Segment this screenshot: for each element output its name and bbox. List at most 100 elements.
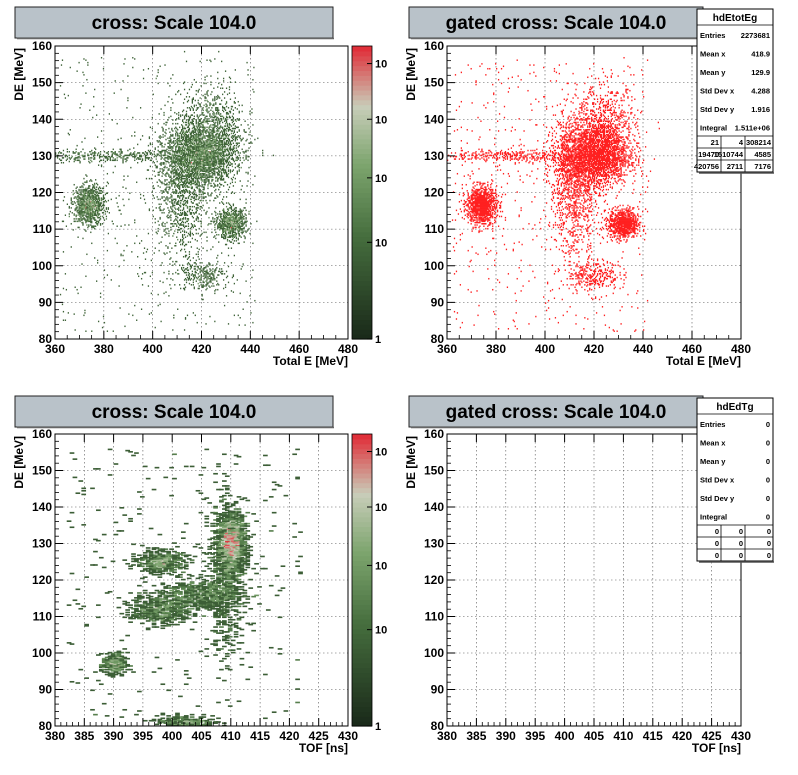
heatmap-cell	[175, 147, 177, 149]
heatmap-cell	[215, 164, 217, 166]
heatmap-cell	[181, 138, 184, 141]
heatmap-cell	[216, 113, 218, 115]
heatmap-cell	[214, 172, 216, 175]
heatmap-cell	[221, 60, 223, 63]
heatmap-cell	[152, 160, 154, 163]
heatmap-cell	[231, 153, 234, 155]
heatmap-cell	[176, 144, 178, 147]
heatmap-cell	[205, 152, 207, 154]
heatmap-cell	[188, 107, 191, 109]
heatmap-cell	[222, 287, 225, 290]
heatmap-cell	[188, 210, 191, 213]
heatmap-cell	[214, 226, 216, 229]
heatmap-cell	[211, 192, 213, 195]
heatmap-cell	[198, 188, 200, 191]
heatmap-cell	[223, 169, 226, 171]
heatmap-cell	[239, 220, 241, 223]
heatmap-cell	[237, 150, 239, 153]
heatmap-cell	[212, 163, 214, 165]
heatmap-cell	[97, 187, 100, 190]
heatmap-cell	[87, 191, 89, 193]
heatmap-cell	[218, 142, 220, 144]
heatmap-cell	[181, 160, 184, 163]
heatmap-cell	[201, 232, 203, 235]
heatmap-cell	[201, 138, 203, 141]
heatmap-cell	[180, 140, 182, 142]
heatmap-cell	[155, 207, 157, 209]
heatmap-cell	[190, 169, 193, 171]
heatmap-cell	[173, 159, 175, 162]
heatmap-cell	[203, 285, 205, 287]
heatmap-cell	[181, 127, 184, 130]
heatmap-cell	[197, 122, 199, 125]
heatmap-cell	[223, 146, 226, 148]
heatmap-cell	[219, 176, 221, 179]
heatmap-cell	[238, 230, 240, 232]
heatmap-cell	[193, 170, 195, 173]
heatmap-cell	[168, 149, 170, 152]
heatmap-cell	[160, 181, 162, 184]
heatmap-cell	[90, 159, 92, 162]
heatmap-cell	[180, 155, 183, 158]
heatmap-cell	[191, 171, 194, 174]
heatmap-cell	[207, 176, 209, 179]
heatmap-cell	[192, 166, 194, 169]
heatmap-cell	[206, 120, 208, 122]
heatmap-cell	[167, 160, 169, 163]
heatmap-cell	[245, 216, 247, 219]
heatmap-cell	[198, 155, 200, 158]
heatmap-cell	[142, 194, 145, 197]
heatmap-cell	[147, 169, 150, 171]
heatmap-cell	[200, 274, 202, 276]
heatmap-cell	[227, 149, 230, 152]
heatmap-cell	[160, 209, 162, 212]
heatmap-cell	[195, 160, 197, 163]
heatmap-cell	[208, 182, 210, 185]
heatmap-cell	[189, 172, 192, 175]
heatmap-cell	[201, 137, 203, 140]
heatmap-cell	[158, 174, 160, 176]
heatmap-cell	[222, 223, 225, 225]
heatmap-cell	[82, 186, 84, 188]
heatmap-cell	[183, 175, 186, 177]
heatmap-cell	[201, 180, 203, 182]
heatmap-cell	[196, 143, 198, 146]
heatmap-cell	[231, 163, 234, 165]
heatmap-cell	[203, 127, 205, 130]
heatmap-cell	[85, 221, 87, 224]
heatmap-cell	[230, 148, 233, 151]
heatmap-cell	[175, 149, 177, 152]
heatmap-cell	[178, 143, 180, 146]
heatmap-cell	[207, 148, 209, 151]
heatmap-cell	[225, 175, 228, 177]
heatmap-cell	[89, 196, 91, 198]
heatmap-cell	[237, 213, 239, 215]
heatmap-cell	[240, 209, 242, 212]
heatmap-cell	[230, 241, 233, 243]
heatmap-cell	[226, 183, 229, 186]
heatmap-cell	[189, 191, 192, 193]
heatmap-cell	[80, 197, 82, 199]
heatmap-cell	[212, 148, 214, 151]
heatmap-cell	[164, 131, 166, 133]
heatmap-cell	[209, 146, 211, 148]
heatmap-cell	[222, 77, 225, 80]
heatmap-cell	[97, 216, 100, 219]
heatmap-cell	[233, 231, 236, 234]
heatmap-cell	[202, 132, 204, 135]
heatmap-cell	[173, 191, 175, 193]
heatmap-cell	[193, 129, 195, 131]
heatmap-cell	[68, 215, 70, 218]
heatmap-cell	[201, 150, 203, 153]
heatmap-cell	[214, 140, 216, 142]
heatmap-cell	[227, 202, 230, 204]
heatmap-cell	[187, 130, 190, 132]
heatmap-cell	[189, 147, 192, 149]
heatmap-cell	[188, 253, 191, 256]
heatmap-cell	[202, 199, 204, 202]
heatmap-cell	[195, 280, 197, 282]
heatmap-cell	[223, 181, 226, 184]
heatmap-cell	[180, 179, 183, 181]
heatmap-cell	[215, 153, 217, 155]
heatmap-cell	[194, 153, 196, 155]
